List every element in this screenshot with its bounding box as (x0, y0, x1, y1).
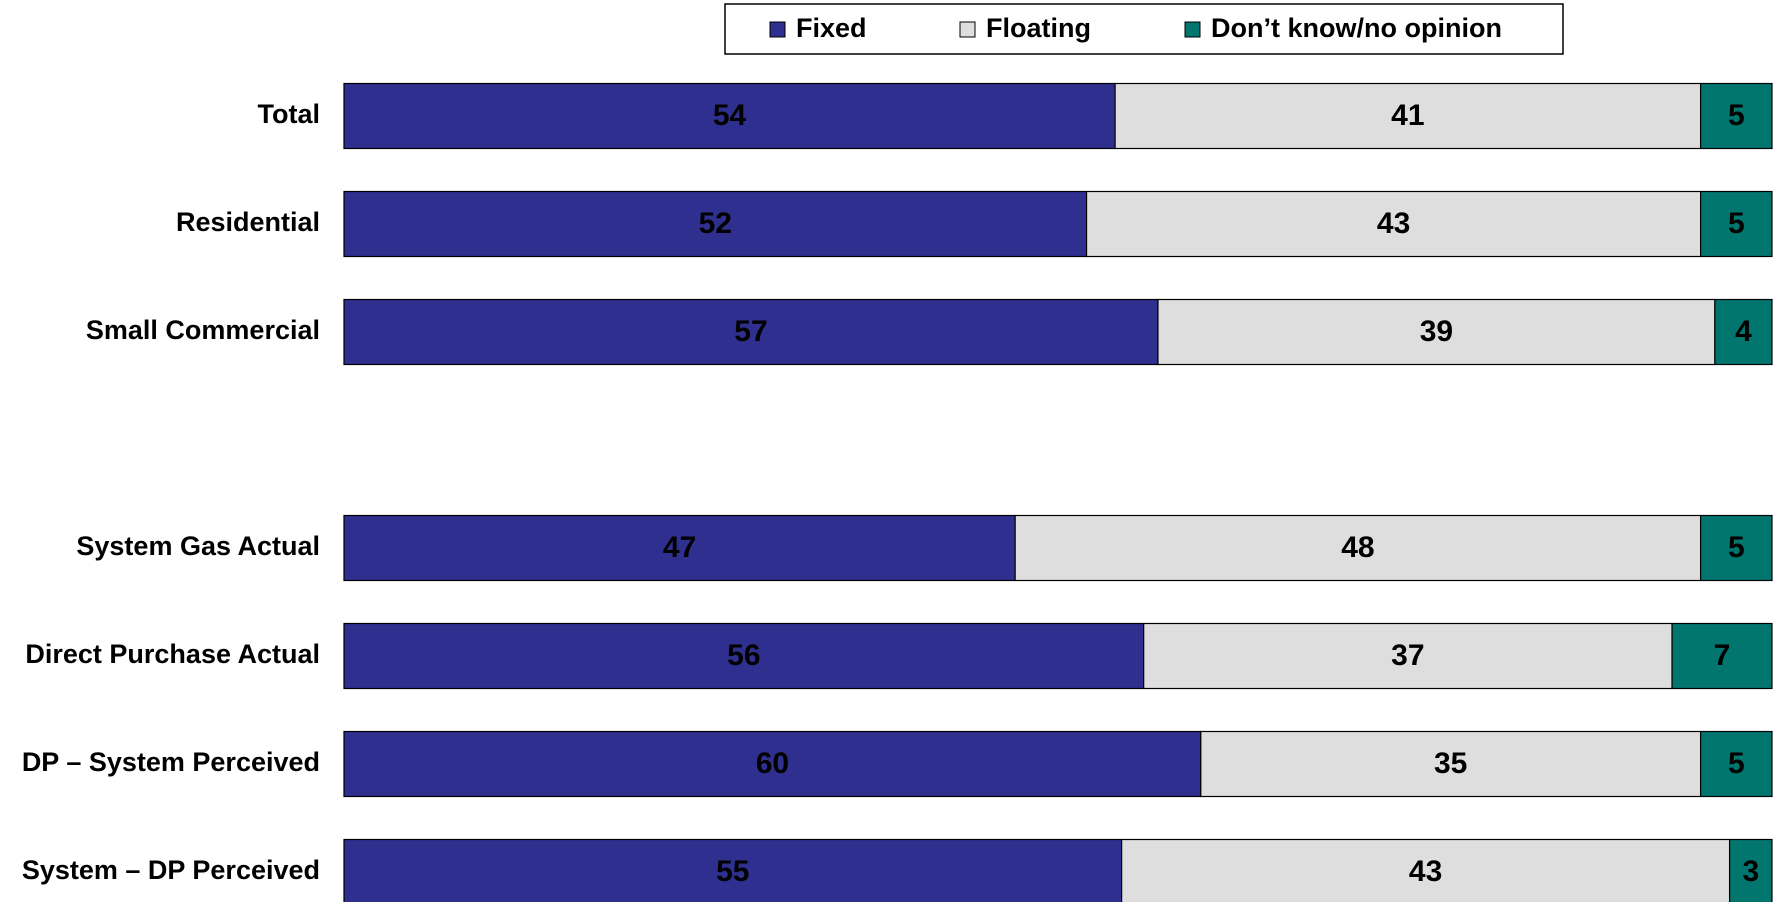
bar-segment (1085, 190, 1702, 258)
data-label: 60 (756, 747, 789, 780)
category-label: Direct Purchase Actual (25, 639, 320, 669)
bar-segment (1157, 298, 1716, 366)
category-label: DP – System Perceived (22, 747, 320, 777)
legend-label: Fixed (796, 13, 867, 43)
category-label: Residential (176, 207, 320, 237)
data-label: 43 (1409, 855, 1442, 888)
legend-label: Floating (986, 13, 1091, 43)
data-label: 43 (1377, 207, 1410, 240)
legend-swatch (769, 21, 786, 38)
data-label: 52 (699, 207, 732, 240)
legend-label: Don’t know/no opinion (1211, 13, 1502, 43)
data-label: 37 (1391, 639, 1424, 672)
data-label: 4 (1735, 315, 1752, 348)
bar-segment (343, 298, 1159, 366)
category-label: System – DP Perceived (22, 855, 320, 885)
bar-segment (1699, 730, 1773, 798)
data-label: 7 (1714, 639, 1731, 672)
bar-segment (1121, 838, 1731, 902)
bar-segment (343, 82, 1116, 150)
data-label: 5 (1728, 99, 1745, 132)
bar-segment (1200, 730, 1702, 798)
bar-segment (1114, 82, 1702, 150)
bar-segment (1714, 298, 1773, 366)
legend-box (724, 3, 1564, 55)
bar-segment (343, 190, 1088, 258)
bar-segment (343, 622, 1145, 690)
data-label: 39 (1420, 315, 1453, 348)
bar-segment (343, 838, 1123, 902)
category-label: Small Commercial (86, 315, 320, 345)
data-label: 55 (716, 855, 749, 888)
category-label: System Gas Actual (76, 531, 320, 561)
bar-segment (1699, 514, 1773, 582)
data-label: 54 (713, 99, 747, 132)
data-label: 3 (1742, 855, 1759, 888)
legend-swatch (1184, 21, 1201, 38)
category-label: Total (258, 99, 321, 129)
bar-segment (1143, 622, 1673, 690)
data-label: 48 (1341, 531, 1374, 564)
data-label: 47 (663, 531, 696, 564)
data-label: 5 (1728, 531, 1745, 564)
bar-segment (1699, 190, 1773, 258)
data-label: 57 (734, 315, 767, 348)
data-label: 5 (1728, 747, 1745, 780)
bar-segment (1014, 514, 1702, 582)
bar-segment (1728, 838, 1773, 902)
bar-segment (343, 730, 1202, 798)
data-label: 56 (727, 639, 760, 672)
data-label: 35 (1434, 747, 1467, 780)
legend-swatch (959, 21, 976, 38)
bar-segment (1699, 82, 1773, 150)
data-label: 41 (1391, 99, 1424, 132)
data-label: 5 (1728, 207, 1745, 240)
bar-segment (1671, 622, 1773, 690)
